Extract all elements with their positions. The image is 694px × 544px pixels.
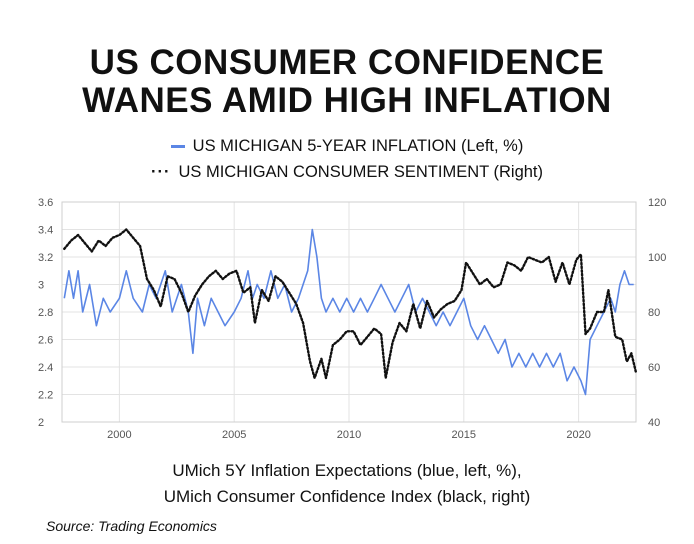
legend-label-sentiment: US MICHIGAN CONSUMER SENTIMENT (Right) — [178, 163, 544, 181]
x-tick-label: 2005 — [222, 429, 246, 440]
chart-plot: 3.6 3.4 3.2 3 2.8 2.6 2.4 2.2 2 120 100 80 60 40 2000 2… — [38, 197, 666, 440]
y-left-tick-label: 2 — [38, 417, 44, 429]
legend-item-inflation: US MICHIGAN 5-YEAR INFLATION (Left, %) — [0, 133, 694, 159]
title-line-2: WANES AMID HIGH INFLATION — [82, 81, 612, 120]
chart-title: US CONSUMER CONFIDENCE WANES AMID HIGH I… — [0, 44, 694, 120]
y-left-tick-label: 2.4 — [38, 362, 53, 374]
x-tick-label: 2020 — [566, 429, 590, 440]
legend-swatch-dotted: ··· — [150, 163, 171, 181]
series-line-inflation — [63, 228, 634, 396]
legend-label-inflation: US MICHIGAN 5-YEAR INFLATION (Left, %) — [192, 137, 524, 155]
y-left-tick-label: 2.8 — [38, 307, 53, 319]
title-line-1: US CONSUMER CONFIDENCE — [89, 43, 605, 82]
y-left-tick-label: 3.2 — [38, 252, 53, 264]
caption-line-1: UMich 5Y Inflation Expectations (blue, l… — [172, 461, 522, 480]
source-note: Source: Trading Economics — [46, 518, 217, 534]
caption-line-2: UMich Consumer Confidence Index (black, … — [163, 487, 531, 506]
y-right-tick-label: 120 — [648, 197, 666, 209]
legend-item-sentiment: ··· US MICHIGAN CONSUMER SENTIMENT (Righ… — [0, 159, 694, 185]
y-left-tick-label: 3 — [38, 280, 44, 292]
plot-frame — [61, 201, 637, 423]
y-right-tick-label: 40 — [648, 417, 660, 429]
y-left-tick-label: 3.4 — [38, 225, 53, 237]
y-left-tick-label: 3.6 — [38, 197, 53, 209]
legend-swatch-solid — [170, 144, 185, 148]
x-tick-label: 2010 — [337, 429, 361, 440]
x-tick-label: 2000 — [107, 429, 131, 440]
caption: UMich 5Y Inflation Expectations (blue, l… — [0, 458, 694, 510]
y-right-tick-label: 80 — [648, 307, 660, 319]
y-left-tick-label: 2.2 — [38, 390, 53, 402]
x-tick-label: 2015 — [452, 429, 476, 440]
y-right-tick-label: 100 — [648, 252, 666, 264]
series-line-sentiment — [63, 228, 638, 380]
y-right-tick-label: 60 — [648, 362, 660, 374]
legend: US MICHIGAN 5-YEAR INFLATION (Left, %) ·… — [0, 133, 694, 185]
y-left-tick-label: 2.6 — [38, 335, 53, 347]
